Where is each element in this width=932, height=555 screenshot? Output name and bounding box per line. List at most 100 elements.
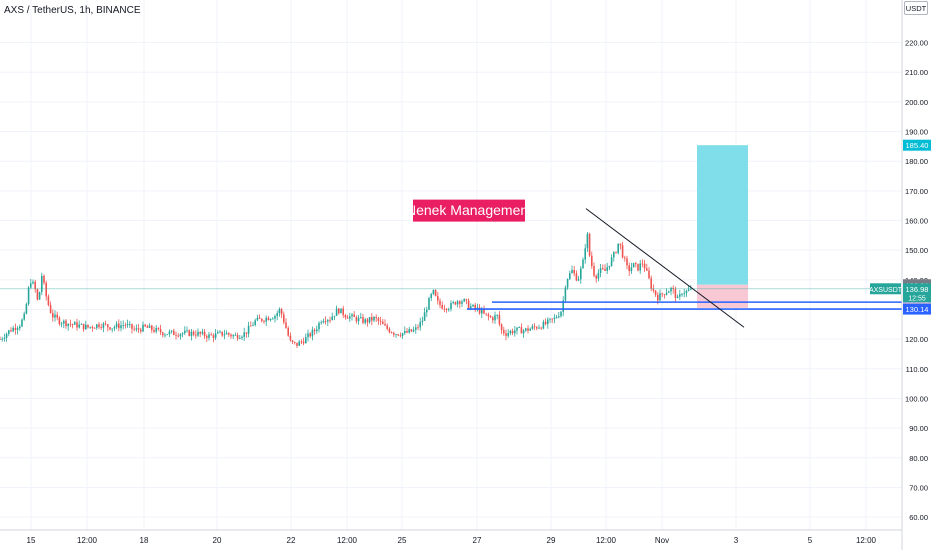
candle-body (685, 290, 688, 294)
candle-body (635, 263, 637, 264)
drawings[interactable]: Nenek Management (0, 145, 902, 328)
candle-body (456, 301, 459, 305)
candle-body (472, 304, 474, 307)
candle-body (192, 331, 195, 335)
candle-body (621, 245, 624, 258)
candle-body (608, 265, 611, 268)
candle-body (527, 328, 529, 331)
annotation-box[interactable] (413, 199, 525, 222)
price-tick-label: 90.00 (909, 424, 928, 433)
candle-body (575, 273, 578, 281)
candle-body (474, 304, 476, 309)
candle-body (646, 268, 648, 271)
candle-body (547, 319, 549, 325)
candle-body (104, 323, 107, 325)
candle-body (217, 332, 219, 334)
candle-body (175, 335, 177, 336)
candle-body (199, 331, 201, 334)
candle-body (670, 287, 672, 292)
profit-target-zone[interactable] (697, 145, 748, 285)
candle-body (452, 302, 454, 304)
price-axis[interactable]: 60.00 70.00 80.00 90.00 100.00 110.00 120.00 13… (901, 0, 932, 550)
candle-body (586, 233, 589, 249)
candle-body (650, 278, 652, 289)
time-tick-label: 29 (547, 536, 556, 545)
candle-body (395, 334, 397, 336)
price-axis-bg (902, 0, 932, 550)
candle-body (604, 268, 606, 271)
candle-body (120, 325, 122, 329)
time-tick-label: 15 (27, 536, 36, 545)
candle-body (450, 303, 452, 310)
candle-body (342, 308, 344, 316)
candle-body (483, 309, 485, 314)
candle-body (630, 267, 633, 272)
bar-countdown: 12:55 (908, 295, 926, 302)
candle-body (410, 329, 413, 332)
time-tick-label: 12:00 (337, 536, 358, 545)
candle-body (397, 334, 399, 336)
candle-body (38, 292, 41, 300)
candle-body (505, 333, 507, 336)
candle-body (100, 327, 102, 328)
candle-body (221, 331, 223, 336)
candle-body (19, 326, 21, 329)
candle-body (386, 325, 388, 329)
candle-body (628, 265, 630, 272)
candle-body (166, 334, 168, 336)
time-tick-label: Nov (655, 536, 669, 545)
candle-body (511, 330, 514, 334)
candle-body (507, 333, 509, 336)
time-axis[interactable]: 15 12:00 18 20 22 12:00 25 27 29 12:00 Nov 3 5 12:00 (0, 529, 902, 545)
candle-body (668, 291, 670, 293)
candle-body (329, 320, 331, 321)
candle-body (496, 314, 498, 316)
candle-body (113, 327, 116, 329)
candle-body (624, 257, 626, 259)
candle-body (643, 263, 646, 269)
candle-body (12, 327, 14, 332)
candle-body (514, 330, 516, 334)
candle-body (162, 332, 164, 336)
candle-body (676, 296, 679, 299)
time-tick-label: 12:00 (596, 536, 617, 545)
candle-body (384, 324, 386, 326)
candle-body (679, 294, 681, 297)
time-tick-label: 3 (734, 536, 739, 545)
candle-body (148, 325, 151, 328)
candle-body (126, 323, 129, 326)
candle-body (265, 317, 267, 322)
candle-body (382, 321, 384, 325)
candle-body (71, 324, 74, 326)
candle-body (3, 337, 6, 339)
last-price-tag-bg (903, 283, 931, 303)
stop-loss-zone[interactable] (697, 284, 748, 308)
candle-body (353, 314, 355, 318)
candle-body (349, 316, 351, 319)
candle-body (503, 330, 505, 334)
candle-body (470, 306, 472, 309)
symbol-header[interactable]: AXS / TetherUS, 1h, BINANCE (4, 5, 141, 16)
candle-body (135, 328, 138, 330)
candle-body (569, 273, 571, 280)
candle-body (562, 300, 564, 312)
candle-body (87, 324, 89, 328)
candle-body (96, 324, 98, 329)
price-tick-label: 60.00 (909, 513, 928, 522)
candle-body (212, 335, 215, 338)
candle-body (250, 325, 252, 327)
trendline[interactable] (585, 208, 745, 328)
candle-body (164, 334, 166, 336)
candle-body (89, 326, 91, 328)
candle-body (219, 331, 221, 333)
candle-body (32, 281, 34, 284)
candle-body (439, 300, 441, 305)
candle-body (1, 338, 3, 340)
candle-body (408, 329, 410, 333)
candle-body (661, 293, 663, 295)
candle-body (115, 323, 118, 328)
currency-selector[interactable]: USDT (904, 1, 928, 15)
candle-body (445, 308, 448, 310)
